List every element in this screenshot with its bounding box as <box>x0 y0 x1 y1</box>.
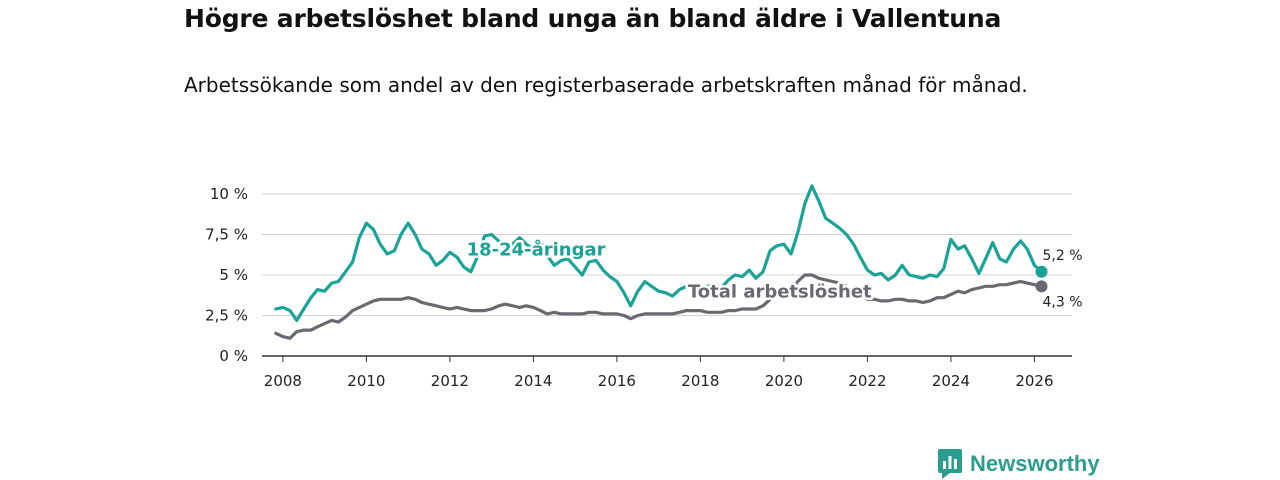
x-tick-label: 2026 <box>1015 372 1053 390</box>
chart-subtitle: Arbetssökande som andel av den registerb… <box>184 73 1028 97</box>
x-tick-label: 2022 <box>848 372 886 390</box>
series-line-1 <box>274 273 1044 340</box>
series-end-point-1 <box>1035 280 1048 293</box>
x-tick-label: 2024 <box>932 372 970 390</box>
series-label-0: 18-24-åringar <box>467 239 606 261</box>
axes: 0 % 2,5 % 5 % 7,5 % 10 % 2008 2010 2012 2014 2016… <box>205 185 1072 390</box>
x-tick-label: 2014 <box>514 372 552 390</box>
series-end-label-0: 5,2 % <box>1043 248 1083 264</box>
y-tick-label: 2,5 % <box>205 307 248 325</box>
brand-logo: Newsworthy <box>938 449 1100 479</box>
y-tick-label: 10 % <box>210 185 248 203</box>
grid-lines <box>262 193 1072 316</box>
y-tick-label: 7,5 % <box>205 226 248 244</box>
x-tick-label: 2010 <box>347 372 385 390</box>
series-lines <box>274 184 1048 340</box>
series-labels: 18-24-åringar Total arbetslöshet 5,2 % 4,3 … <box>464 236 1083 310</box>
x-tick-label: 2020 <box>765 372 803 390</box>
series-end-point-0 <box>1035 265 1048 278</box>
x-tick-label: 2018 <box>681 372 719 390</box>
chart-title: Högre arbetslöshet bland unga än bland ä… <box>184 4 1002 33</box>
newsworthy-logo-icon <box>938 449 962 479</box>
x-tick-label: 2008 <box>264 372 302 390</box>
y-tick-label: 5 % <box>219 266 248 284</box>
series-label-1: Total arbetslöshet <box>688 282 872 303</box>
brand-name: Newsworthy <box>970 451 1100 476</box>
x-tick-label: 2012 <box>431 372 469 390</box>
series-line-0 <box>274 184 1044 322</box>
series-end-label-1: 4,3 % <box>1043 294 1083 310</box>
y-tick-label: 0 % <box>219 347 248 365</box>
x-tick-label: 2016 <box>598 372 636 390</box>
